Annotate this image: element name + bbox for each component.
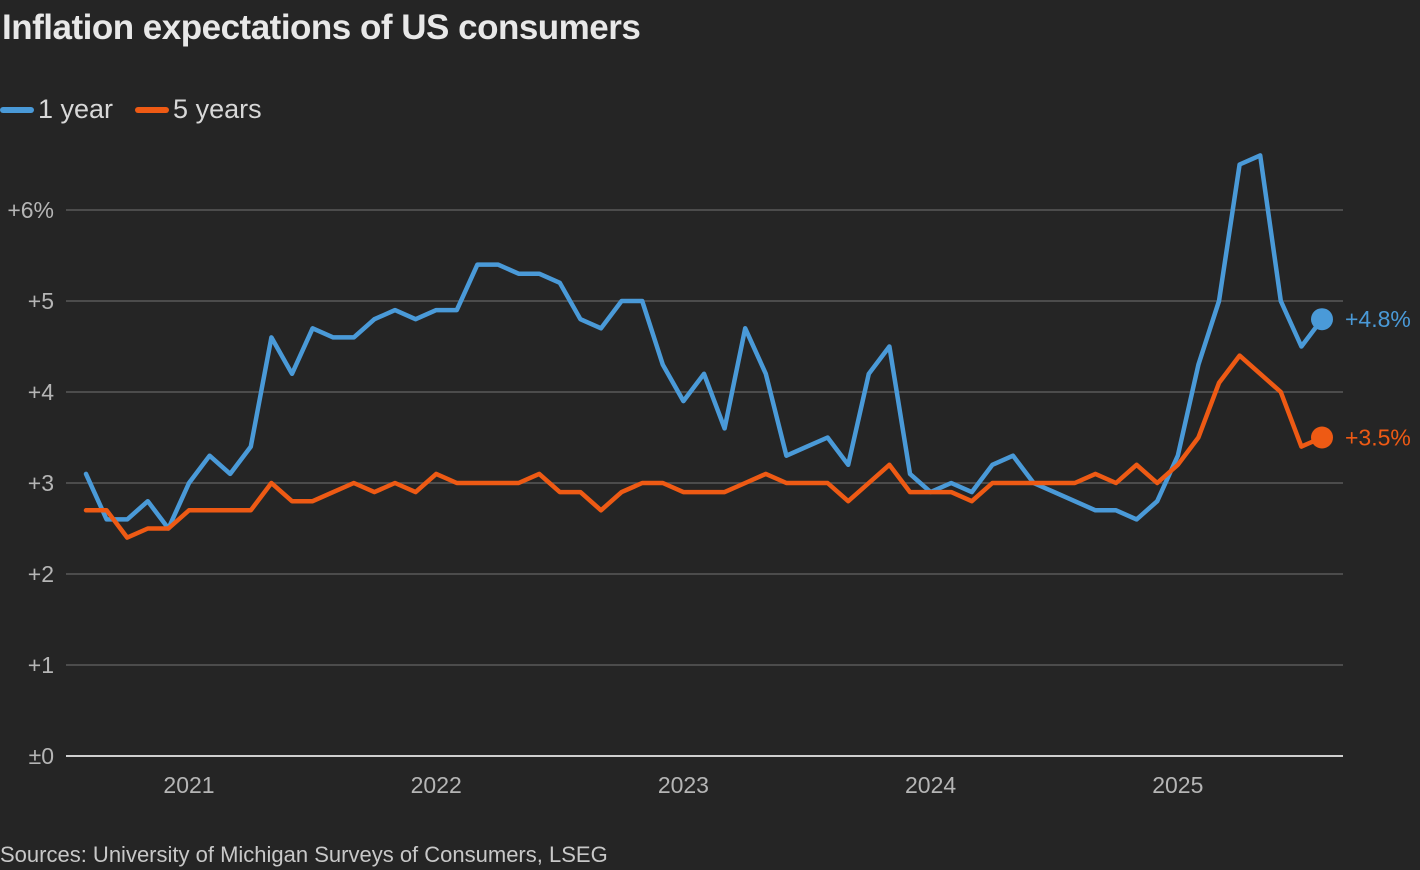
series-line-5-years [83,353,1325,540]
chart-title: Inflation expectations of US consumers [2,8,641,47]
legend-label-1-year: 1 year [38,94,114,124]
end-marker-1-year [1311,308,1333,331]
end-label-1-year: +4.8% [1345,306,1411,332]
x-tick-label: 2024 [905,772,956,798]
end-markers: +4.8% +3.5% [1311,306,1411,451]
legend-label-5-years: 5 years [173,94,262,124]
x-tick-label: 2025 [1152,772,1203,798]
y-axis-ticks: ±0 +1 +2 +3 +4 +5 +6% [7,197,54,769]
x-axis-ticks: 2021 2022 2023 2024 2025 [163,772,1203,798]
legend-item-1-year: 1 year [0,94,113,125]
series-lines [83,153,1325,540]
end-marker-5-years [1311,426,1333,449]
x-tick-label: 2023 [658,772,709,798]
legend-item-5-years: 5 years [135,94,262,125]
gridlines [66,209,1343,757]
y-tick-label: ±0 [29,743,54,769]
y-tick-label: +2 [28,561,54,587]
y-tick-label: +3 [28,470,54,496]
series-line-1-year [83,153,1325,531]
y-tick-label: +5 [28,288,54,314]
y-tick-label: +4 [28,379,54,405]
legend-swatch-5-years [135,106,170,113]
legend: 1 year 5 years [0,94,262,125]
end-label-5-years: +3.5% [1345,425,1411,451]
y-tick-label: +1 [28,652,54,678]
source-note: Sources: University of Michigan Surveys … [0,842,608,867]
x-tick-label: 2021 [163,772,214,798]
x-tick-label: 2022 [411,772,462,798]
legend-swatch-1-year [0,106,34,113]
y-tick-label: +6% [7,197,54,223]
